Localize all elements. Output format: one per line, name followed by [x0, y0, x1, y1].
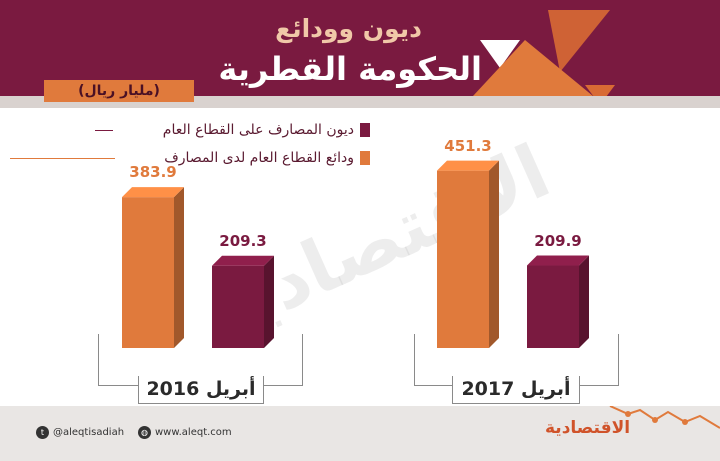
bar-deposits-2017 — [437, 160, 499, 348]
legend-label-debts: ديون المصارف على القطاع العام — [162, 122, 354, 138]
footer — [0, 406, 720, 461]
unit-label: (مليار ريال) — [44, 80, 194, 102]
bar-debts-2017 — [527, 255, 589, 348]
orange-triangle-small-icon — [585, 85, 615, 105]
header-decoration — [464, 10, 615, 105]
title-line-1: ديون وودائع — [275, 14, 422, 43]
orange-triangle-top-icon — [548, 10, 610, 72]
category-label-2017: أبريل 2017 — [452, 376, 580, 404]
logo: الاقتصادية — [545, 418, 631, 438]
bar-debts-2016 — [212, 255, 274, 348]
legend-swatch-orange — [360, 151, 370, 165]
title-line-2: الحكومة القطرية — [218, 50, 482, 88]
website-text: www.aleqt.com — [155, 427, 232, 438]
twitter-handle[interactable]: t @aleqtisadiah — [36, 426, 124, 439]
footer-trend-line-icon — [609, 406, 720, 429]
twitter-text: @aleqtisadiah — [53, 427, 125, 438]
category-label-2016: أبريل 2016 — [138, 376, 264, 404]
bar-deposits-2016 — [122, 187, 184, 348]
legend-line-deposits — [10, 158, 115, 159]
legend-label-deposits: ودائع القطاع العام لدى المصارف — [164, 150, 354, 166]
legend-item-deposits: ودائع القطاع العام لدى المصارف — [164, 148, 370, 168]
legend-swatch-maroon — [360, 123, 370, 137]
value-label-debts-2016: 209.3 — [219, 231, 267, 250]
website-link[interactable]: ◍ www.aleqt.com — [138, 426, 232, 439]
orange-triangle-large-icon — [464, 40, 604, 105]
legend-line-debts — [95, 130, 113, 131]
white-triangle-icon — [480, 40, 520, 68]
value-label-deposits-2016: 383.9 — [129, 163, 177, 182]
value-label-deposits-2017: 451.3 — [444, 136, 492, 155]
value-label-debts-2017: 209.9 — [534, 231, 582, 250]
legend-item-debts: ديون المصارف على القطاع العام — [163, 120, 370, 140]
twitter-icon: t — [36, 426, 49, 439]
globe-icon: ◍ — [138, 426, 151, 439]
